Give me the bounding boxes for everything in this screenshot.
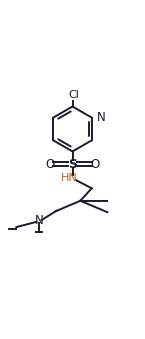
Text: Cl: Cl bbox=[68, 91, 79, 100]
Text: N: N bbox=[35, 214, 44, 227]
Text: HN: HN bbox=[61, 173, 78, 183]
Text: S: S bbox=[68, 158, 77, 171]
Text: O: O bbox=[46, 158, 55, 171]
Text: O: O bbox=[90, 158, 99, 171]
Text: N: N bbox=[97, 111, 106, 124]
